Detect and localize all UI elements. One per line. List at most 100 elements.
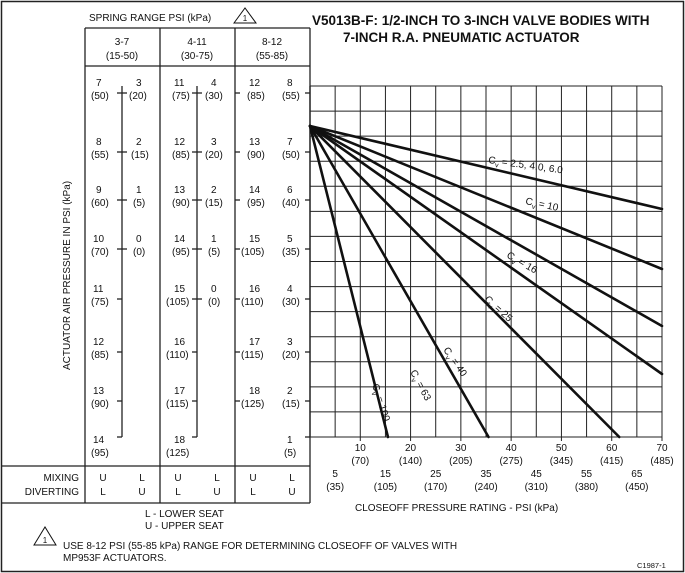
cv-label-1: Cv = 2.5, 4.0, 6.0 [487, 155, 563, 178]
c3-left-0-kpa: (85) [247, 91, 265, 102]
x-tick-upper-psi: 20 [405, 443, 417, 454]
seat-legend-lower: L - LOWER SEAT [145, 509, 224, 520]
spring-range-label: SPRING RANGE PSI (kPa) [89, 13, 211, 24]
c3-right-1-kpa: (50) [282, 150, 300, 161]
col2-header-psi: 4-11 [187, 37, 207, 48]
x-tick-lower-psi: 25 [430, 469, 442, 480]
c3-left-6-kpa: (125) [241, 399, 264, 410]
c1-left-3-kpa: (70) [91, 247, 109, 258]
c3-right-7-psi: 1 [287, 435, 293, 446]
cv-label-6: Cv = 63 [406, 368, 433, 404]
x-tick-upper-psi: 70 [656, 443, 668, 454]
c1-left-6-kpa: (90) [91, 399, 109, 410]
x-tick-upper-kpa: (70) [351, 456, 369, 467]
mixing-cell: U [174, 473, 181, 484]
c3-right-4-kpa: (30) [282, 297, 300, 308]
diverting-label: DIVERTING [25, 487, 79, 498]
c2-right-3-psi: 1 [211, 234, 217, 245]
cv-curve-7 [308, 124, 390, 439]
c1-right-2-kpa: (5) [133, 198, 145, 209]
c3-left-5-kpa: (115) [241, 350, 264, 361]
c2-left-7-kpa: (125) [166, 448, 189, 459]
c3-left-6-psi: 18 [249, 386, 261, 397]
c1-left-7-kpa: (95) [91, 448, 109, 459]
c2-left-2-psi: 13 [174, 185, 186, 196]
svg-text:1: 1 [243, 14, 248, 23]
cv-curves [308, 124, 664, 439]
c1-left-1-kpa: (55) [91, 150, 109, 161]
c1-left-2-kpa: (60) [91, 198, 109, 209]
mixing-label: MIXING [43, 473, 79, 484]
x-tick-upper-psi: 30 [455, 443, 467, 454]
x-tick-lower-kpa: (105) [374, 482, 397, 493]
c3-right-3-psi: 5 [287, 234, 293, 245]
cv-curve-6 [308, 124, 490, 439]
c2-right-2-psi: 2 [211, 185, 217, 196]
c1-right-2-psi: 1 [136, 185, 142, 196]
col1-scale: 7 (50) 8 (55) 9 (60) 10 (70) 11 (75) 12 … [91, 78, 149, 459]
c1-right-0-psi: 3 [136, 78, 142, 89]
x-tick-lower-kpa: (450) [625, 482, 648, 493]
x-axis-label: CLOSEOFF PRESSURE RATING - PSI (kPa) [355, 503, 558, 514]
cv-curve-5 [308, 124, 621, 439]
c3-left-2-kpa: (95) [247, 198, 265, 209]
c2-right-0-psi: 4 [211, 78, 217, 89]
c1-right-1-psi: 2 [136, 137, 142, 148]
c1-left-6-psi: 13 [93, 386, 105, 397]
x-tick-lower-psi: 45 [531, 469, 543, 480]
c3-right-4-psi: 4 [287, 284, 293, 295]
c1-right-3-kpa: (0) [133, 247, 145, 258]
c2-left-0-kpa: (75) [172, 91, 190, 102]
x-tick-lower-kpa: (170) [424, 482, 447, 493]
x-tick-upper-psi: 40 [506, 443, 518, 454]
col3-header-kpa: (55-85) [256, 51, 288, 62]
c3-right-6-kpa: (15) [282, 399, 300, 410]
x-tick-lower-psi: 15 [380, 469, 392, 480]
footnote-line2: MP953F ACTUATORS. [63, 553, 167, 564]
c1-left-4-kpa: (75) [91, 297, 109, 308]
c1-right-1-kpa: (15) [131, 150, 149, 161]
note-triangle-icon: 1 [233, 7, 257, 24]
c1-right-0-kpa: (20) [129, 91, 147, 102]
c3-right-5-kpa: (20) [282, 350, 300, 361]
col3-scale: 12 (85) 13 (90) 14 (95) 15 (105) 16 (110… [241, 78, 300, 459]
c1-left-1-psi: 8 [96, 137, 102, 148]
c2-left-4-kpa: (105) [166, 297, 189, 308]
c1-left-7-psi: 14 [93, 435, 105, 446]
c3-right-6-psi: 2 [287, 386, 293, 397]
figure-id: C1987-1 [637, 561, 666, 570]
x-tick-lower-psi: 55 [581, 469, 593, 480]
c2-right-0-kpa: (30) [205, 91, 223, 102]
c3-left-5-psi: 17 [249, 337, 261, 348]
c2-left-5-kpa: (110) [166, 350, 189, 361]
x-tick-lower-kpa: (310) [525, 482, 548, 493]
c2-left-6-kpa: (115) [166, 399, 189, 410]
c2-right-4-kpa: (0) [208, 297, 220, 308]
c2-left-0-psi: 11 [174, 78, 185, 89]
cv-label-2: Cv = 10 [524, 196, 560, 216]
y-axis-label: ACTUATOR AIR PRESSURE IN PSI (kPa) [62, 181, 73, 370]
c2-right-2-kpa: (15) [205, 198, 223, 209]
footnote-line1: USE 8-12 PSI (55-85 kPa) RANGE FOR DETER… [63, 541, 457, 552]
c3-left-4-kpa: (110) [241, 297, 264, 308]
cv-curve-1 [308, 124, 664, 211]
c2-left-6-psi: 17 [174, 386, 186, 397]
c3-left-1-psi: 13 [249, 137, 261, 148]
x-tick-lower-psi: 35 [480, 469, 492, 480]
col-scale-ticks [117, 92, 310, 438]
c3-right-1-psi: 7 [287, 137, 293, 148]
c2-right-3-kpa: (5) [208, 247, 220, 258]
c2-right-1-kpa: (20) [205, 150, 223, 161]
diverting-cell: U [138, 487, 145, 498]
c1-left-3-psi: 10 [93, 234, 105, 245]
c3-left-3-psi: 15 [249, 234, 261, 245]
c2-left-2-kpa: (90) [172, 198, 190, 209]
x-tick-lower-psi: 5 [332, 469, 338, 480]
mixing-cell: U [99, 473, 106, 484]
mixing-cell: L [139, 473, 145, 484]
spring-range-table [1, 27, 311, 504]
cv-curve-2 [308, 124, 664, 271]
x-tick-upper-kpa: (275) [499, 456, 522, 467]
col1-header-psi: 3-7 [115, 37, 130, 48]
